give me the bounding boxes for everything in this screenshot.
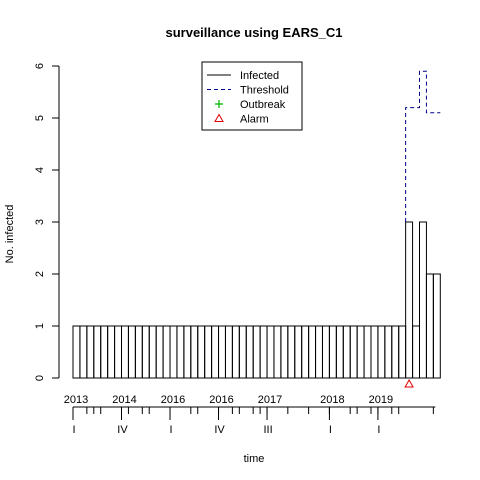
bar [321, 325, 330, 379]
bar [100, 325, 109, 379]
bar [294, 325, 303, 379]
year-label: 2017 [258, 394, 282, 406]
y-tick-label: 1 [34, 323, 46, 329]
bar [121, 325, 129, 379]
legend-label: Alarm [240, 114, 269, 126]
bar [197, 325, 206, 379]
bar [231, 325, 240, 379]
bar [204, 325, 213, 379]
bar [266, 325, 275, 379]
chart-title: surveillance using EARS_C1 [165, 25, 342, 40]
bar [425, 273, 434, 379]
bar [183, 325, 192, 379]
bar [252, 325, 261, 379]
bar [356, 325, 365, 379]
bar [315, 325, 323, 379]
bar [72, 325, 81, 379]
bar [176, 325, 185, 379]
quarter-label: IV [214, 424, 225, 436]
bar [224, 325, 233, 379]
quarter-label: I [72, 424, 75, 436]
bar [259, 325, 268, 379]
year-label: 2014 [112, 394, 136, 406]
threshold-line [405, 70, 441, 222]
bar [148, 325, 157, 379]
alarm-marker [404, 378, 414, 388]
quarter-label: I [377, 424, 380, 436]
y-tick-label: 3 [34, 219, 46, 225]
bar [79, 325, 88, 379]
bar [349, 325, 358, 379]
bar [93, 325, 102, 379]
bar [86, 325, 95, 379]
bar [412, 325, 421, 379]
year-label: 2016 [209, 394, 233, 406]
bar [287, 325, 296, 379]
legend-label: Infected [240, 70, 279, 82]
year-label: 2016 [161, 394, 185, 406]
quarter-label: I [169, 424, 172, 436]
bar [238, 325, 247, 379]
bar [169, 325, 178, 379]
bar [370, 325, 379, 379]
bar [363, 325, 372, 379]
y-tick-label: 6 [34, 63, 46, 69]
y-tick-label: 2 [34, 271, 46, 277]
y-tick-label: 0 [34, 375, 46, 381]
bar [114, 325, 123, 379]
alarms [404, 378, 414, 388]
bar [391, 325, 400, 379]
y-tick-label: 5 [34, 115, 46, 121]
legend-box [201, 61, 303, 131]
x-axis-label: time [244, 453, 265, 465]
legend-label: Threshold [240, 85, 289, 97]
year-label: 2019 [369, 394, 393, 406]
bar [190, 325, 199, 379]
bar [107, 325, 116, 379]
legend-swatch-outbreak [215, 100, 223, 108]
y-axis: 0 1 2 3 4 5 6 [34, 63, 60, 381]
legend: Infected Threshold Outbreak Alarm [201, 61, 303, 131]
bar [432, 273, 441, 379]
bar [405, 221, 414, 379]
bar [419, 221, 427, 379]
bar [342, 325, 351, 379]
bar [245, 325, 254, 379]
y-axis-label: No. infected [4, 205, 16, 264]
bar [211, 325, 220, 379]
year-label: 2013 [64, 394, 88, 406]
bar [308, 325, 317, 379]
threshold-series [405, 70, 441, 222]
quarter-label: III [263, 424, 272, 436]
bar [301, 325, 310, 379]
bars [72, 221, 441, 379]
quarter-label: I [329, 424, 332, 436]
legend-swatch-alarm [214, 113, 224, 122]
bar [398, 325, 407, 379]
bar [384, 325, 393, 379]
bar [328, 325, 337, 379]
legend-label: Outbreak [240, 99, 286, 111]
year-label: 2018 [320, 394, 344, 406]
bar [162, 325, 171, 379]
bar [335, 325, 344, 379]
bar [218, 325, 226, 379]
y-tick-label: 4 [34, 167, 46, 173]
bar [280, 325, 289, 379]
bar [134, 325, 143, 379]
bar [141, 325, 150, 379]
bar [377, 325, 386, 379]
bar [155, 325, 164, 379]
bar [273, 325, 282, 379]
bar [127, 325, 136, 379]
quarter-label: IV [117, 424, 128, 436]
